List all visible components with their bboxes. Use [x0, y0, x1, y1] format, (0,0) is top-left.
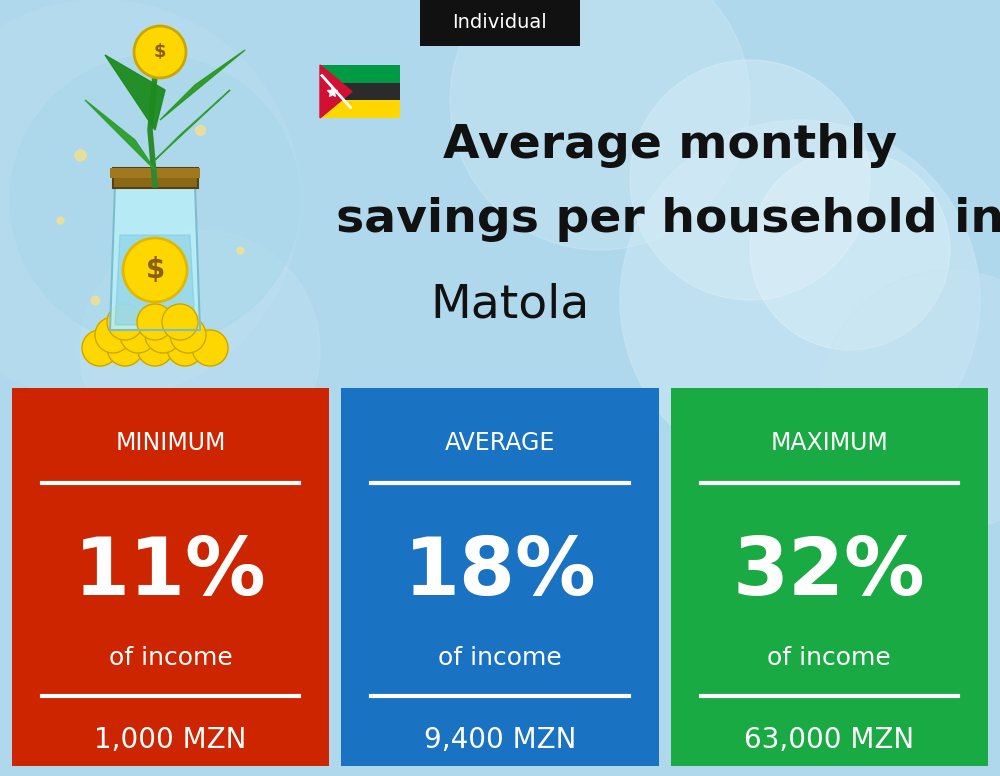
Text: 63,000 MZN: 63,000 MZN	[744, 726, 914, 754]
Text: Average monthly: Average monthly	[443, 123, 897, 168]
Bar	[341, 388, 659, 766]
Circle shape	[750, 150, 950, 350]
Circle shape	[620, 120, 980, 480]
Circle shape	[145, 317, 181, 353]
Text: 11%: 11%	[74, 534, 267, 612]
Circle shape	[137, 304, 173, 340]
Circle shape	[400, 400, 600, 600]
Circle shape	[450, 0, 750, 250]
Text: MAXIMUM: MAXIMUM	[770, 431, 888, 455]
Circle shape	[123, 238, 187, 302]
Bar	[320, 83, 400, 100]
Bar	[420, 0, 580, 46]
Text: 32%: 32%	[733, 534, 926, 612]
Circle shape	[107, 304, 143, 340]
Circle shape	[162, 304, 198, 340]
Circle shape	[630, 60, 870, 300]
Text: 9,400 MZN: 9,400 MZN	[424, 726, 576, 754]
Circle shape	[820, 270, 1000, 530]
Bar	[112, 168, 198, 188]
Circle shape	[80, 230, 320, 470]
Polygon shape	[115, 235, 195, 325]
Circle shape	[10, 55, 300, 345]
Text: of income: of income	[438, 646, 562, 670]
Circle shape	[82, 330, 118, 366]
Bar	[12, 388, 329, 766]
Text: of income: of income	[767, 646, 891, 670]
Bar	[320, 65, 400, 83]
Text: AVERAGE: AVERAGE	[445, 431, 555, 455]
Circle shape	[134, 26, 186, 78]
Circle shape	[120, 317, 156, 353]
Text: Individual: Individual	[453, 13, 547, 33]
Text: of income: of income	[109, 646, 233, 670]
Circle shape	[137, 330, 173, 366]
Circle shape	[107, 330, 143, 366]
Text: MINIMUM: MINIMUM	[115, 431, 226, 455]
Bar	[320, 100, 400, 118]
Polygon shape	[155, 90, 230, 160]
Polygon shape	[85, 100, 155, 170]
Circle shape	[0, 0, 300, 400]
Circle shape	[192, 330, 228, 366]
Text: $: $	[154, 43, 166, 61]
Polygon shape	[105, 55, 165, 130]
Circle shape	[167, 330, 203, 366]
Polygon shape	[160, 50, 245, 120]
Bar	[110, 168, 200, 178]
Bar	[671, 388, 988, 766]
Text: savings per household in: savings per household in	[336, 198, 1000, 242]
Text: Matola: Matola	[430, 282, 590, 327]
Circle shape	[170, 317, 206, 353]
Text: $: $	[145, 256, 165, 284]
Polygon shape	[110, 185, 200, 330]
Text: 18%: 18%	[404, 534, 596, 612]
Text: 1,000 MZN: 1,000 MZN	[94, 726, 247, 754]
Circle shape	[95, 317, 131, 353]
Polygon shape	[320, 65, 352, 118]
